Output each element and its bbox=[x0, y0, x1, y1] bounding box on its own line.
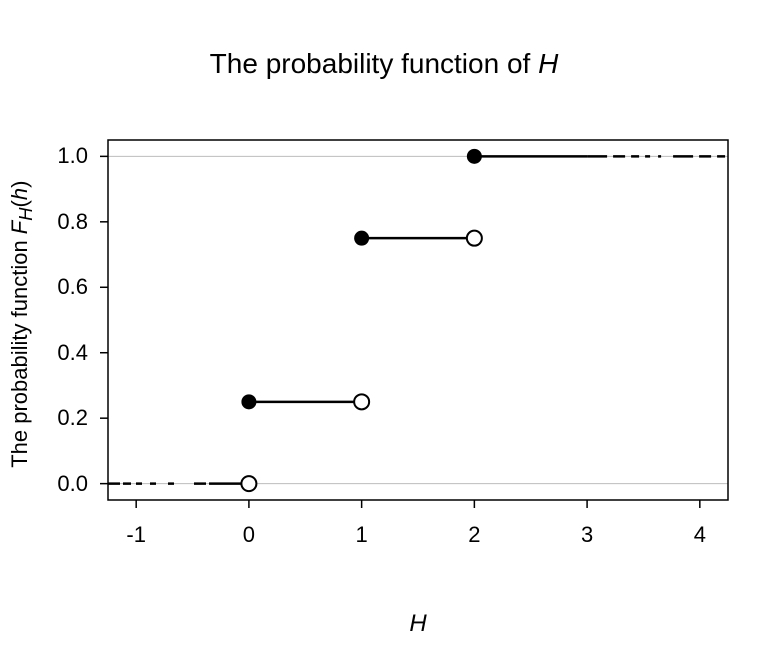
x-tick-label: 3 bbox=[567, 522, 607, 548]
x-tick-label: 0 bbox=[229, 522, 269, 548]
title-text-1: The probability function of bbox=[210, 48, 538, 79]
y-axis-label: The probability function FH(h) bbox=[7, 64, 37, 584]
chart-figure: The probability function of H The probab… bbox=[0, 0, 768, 672]
ylabel-paren1: ( bbox=[7, 200, 32, 207]
x-tick-label: 2 bbox=[454, 522, 494, 548]
x-tick-label: 1 bbox=[342, 522, 382, 548]
ylabel-part1: The probability function bbox=[7, 234, 32, 468]
ylabel-F: F bbox=[7, 221, 32, 234]
plot-area bbox=[108, 140, 728, 500]
y-tick-label: 0.8 bbox=[57, 209, 88, 235]
plot-svg bbox=[68, 100, 768, 540]
y-tick-label: 0.2 bbox=[57, 405, 88, 431]
ylabel-h: h bbox=[7, 188, 32, 200]
title-text-italic: H bbox=[538, 48, 558, 79]
ylabel-paren2: ) bbox=[7, 181, 32, 188]
y-tick-label: 0.4 bbox=[57, 340, 88, 366]
x-tick-label: -1 bbox=[116, 522, 156, 548]
y-tick-label: 1.0 bbox=[57, 143, 88, 169]
chart-title: The probability function of H bbox=[0, 48, 768, 80]
ylabel-sub: H bbox=[15, 208, 36, 221]
x-axis-label: H bbox=[108, 610, 728, 638]
x-tick-label: 4 bbox=[680, 522, 720, 548]
y-tick-label: 0.6 bbox=[57, 274, 88, 300]
y-tick-label: 0.0 bbox=[57, 471, 88, 497]
